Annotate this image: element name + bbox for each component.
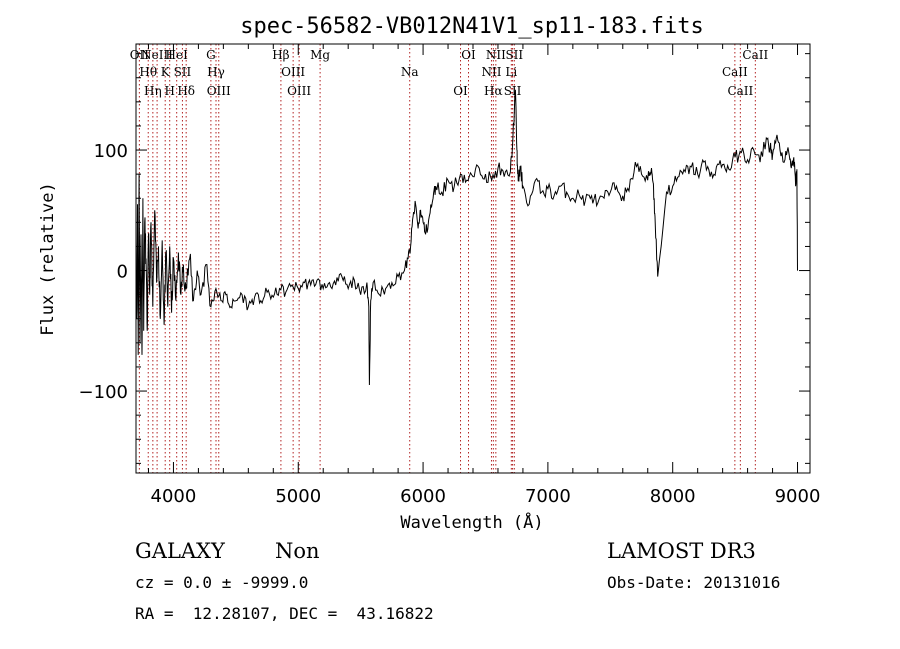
x-tick-label: 7000: [525, 486, 571, 507]
line-marker-label: Mg: [310, 48, 330, 62]
line-marker-label: SII: [174, 65, 192, 79]
x-tick-label: 8000: [650, 486, 696, 507]
line-marker-label: OIII: [207, 84, 231, 98]
coords-line: RA = 12.28107, DEC = 43.16822: [135, 604, 434, 623]
line-marker-label: HeI: [166, 48, 189, 62]
line-marker-label: G: [206, 48, 216, 62]
line-marker-label: Hθ: [139, 65, 157, 79]
line-marker-label: NeIII: [141, 48, 173, 62]
x-tick-label: 5000: [275, 486, 321, 507]
line-marker-label: CaII: [722, 65, 748, 79]
line-marker-label: Hβ: [272, 48, 289, 62]
x-tick-label: 9000: [775, 486, 821, 507]
y-tick-label: 100: [94, 141, 128, 162]
line-marker-label: OII: [130, 48, 150, 62]
chart-title: spec-56582-VB012N41V1_sp11-183.fits: [240, 14, 704, 39]
line-marker-label: SII: [505, 48, 523, 62]
y-tick-label: 0: [117, 262, 128, 283]
redshift-line: cz = 0.0 ± -9999.0: [135, 573, 309, 592]
line-marker-group: [138, 44, 756, 473]
spectrum-line: [136, 89, 798, 386]
subclass-label: Non: [275, 539, 320, 563]
spectrum-chart: spec-56582-VB012N41V1_sp11-183.fits OII H…: [38, 14, 821, 533]
line-label-group: OII Hθ Hη NeIII KH HeI SII Hδ G Hγ OIII Hβ OIII OIII M…: [130, 48, 769, 98]
line-marker-label: NII: [481, 65, 501, 79]
line-marker-label: CaII: [742, 48, 768, 62]
line-marker-label: Hγ: [207, 65, 225, 79]
x-axis: 4000 5000 6000 7000 8000 9000: [147, 44, 821, 507]
line-marker-label: Hα: [484, 84, 503, 98]
line-marker-label: OI: [461, 48, 476, 62]
line-marker-label: OI: [453, 84, 468, 98]
line-marker-label: SII: [504, 84, 522, 98]
line-marker-label: Li: [505, 65, 517, 79]
obsdate-line: Obs-Date: 20131016: [607, 573, 781, 592]
line-marker-label: Hδ: [177, 84, 195, 98]
line-marker-label: OIII: [287, 84, 311, 98]
line-marker-label: NII: [486, 48, 506, 62]
y-axis: −100 0 100: [79, 53, 810, 464]
x-axis-label: Wavelength (Å): [400, 511, 543, 533]
line-marker-label: Na: [401, 65, 419, 79]
line-marker-label: K: [161, 65, 171, 79]
x-tick-label: 4000: [151, 486, 197, 507]
x-tick-label: 6000: [400, 486, 446, 507]
plot-frame: [135, 43, 811, 474]
line-marker-label: OIII: [281, 65, 305, 79]
survey-label: LAMOST DR3: [607, 539, 756, 563]
class-label: GALAXY: [135, 539, 225, 563]
line-marker-label: CaII: [727, 84, 753, 98]
line-marker-label: Hη: [144, 84, 162, 98]
y-axis-label: Flux (relative): [38, 182, 58, 336]
y-tick-label: −100: [79, 382, 128, 403]
line-marker-label: H: [164, 84, 174, 98]
